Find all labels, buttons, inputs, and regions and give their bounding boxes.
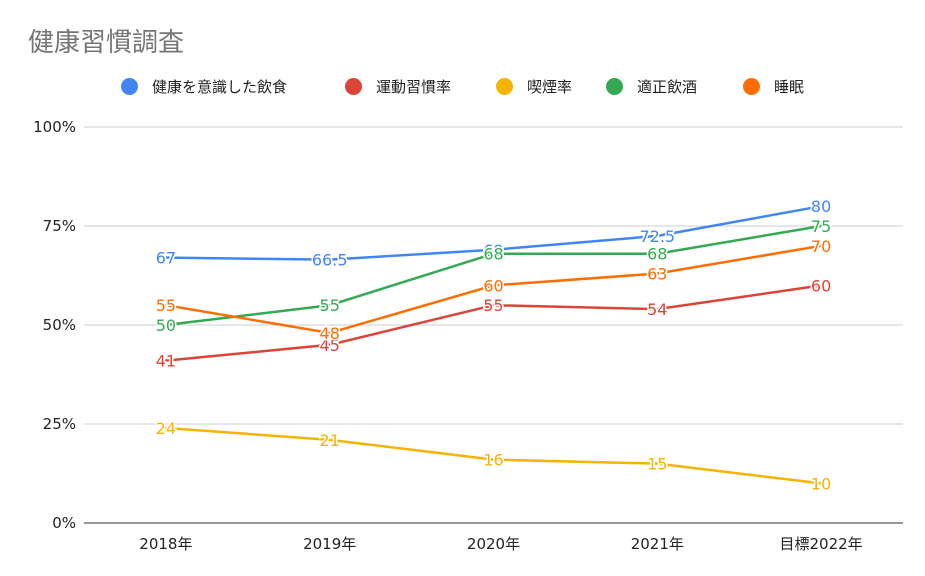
legend-marker-icon [121,78,138,95]
legend-item: 睡眠 [743,76,804,97]
legend-item: 健康を意識した飲食 [121,76,287,97]
legend-label: 運動習慣率 [376,78,452,96]
legend-item: 適正飲酒 [606,76,697,97]
y-tick-label: 50% [43,316,76,334]
x-tick-label: 目標2022年 [780,535,863,553]
series-line [164,244,823,335]
legend-marker-icon [606,78,623,95]
data-label: 68 [483,245,503,264]
x-tick-label: 2020年 [467,535,520,553]
series-line [164,284,823,362]
legend-label: 睡眠 [774,78,805,96]
legend-label: 喫煙率 [527,78,573,96]
y-tick-label: 100% [33,118,76,136]
y-tick-label: 75% [43,217,76,235]
data-label: 55 [483,296,503,315]
data-label: 72.5 [639,227,675,246]
data-label: 55 [320,296,340,315]
data-label: 41 [156,352,176,371]
data-label: 60 [811,276,831,295]
legend-item: 喫煙率 [496,76,572,97]
series-line [164,426,823,485]
series-line [164,224,823,327]
x-tick-label: 2019年 [303,535,356,553]
legend-item: 運動習慣率 [345,76,451,97]
y-tick-label: 0% [52,514,76,532]
legend-label: 健康を意識した飲食 [152,78,288,96]
series-line [164,204,823,261]
x-tick-label: 2018年 [139,535,192,553]
x-tick-label: 2021年 [631,535,684,553]
data-label: 63 [647,265,667,284]
data-label: 24 [156,419,176,438]
y-tick-label: 25% [43,415,76,433]
legend-label: 適正飲酒 [637,78,698,96]
data-label: 10 [811,474,831,493]
data-label: 60 [483,276,503,295]
legend-marker-icon [743,78,760,95]
data-label: 80 [811,197,831,216]
data-label: 54 [647,300,667,319]
data-label: 75 [811,217,831,236]
data-label: 21 [320,431,340,450]
data-label: 45 [320,336,340,355]
data-label: 55 [156,296,176,315]
legend-marker-icon [345,78,362,95]
data-label: 70 [811,237,831,256]
data-label: 67 [156,249,176,268]
data-label: 50 [156,316,176,335]
data-label: 15 [647,455,667,474]
data-label: 66.5 [312,251,348,270]
legend-marker-icon [496,78,513,95]
legend: 健康を意識した飲食 運動習慣率 喫煙率 適正飲酒 睡眠 [0,76,925,102]
data-label: 69 [483,241,503,260]
data-label: 16 [483,451,503,470]
data-label: 48 [320,324,340,343]
data-label: 68 [647,245,667,264]
chart-title: 健康習慣調査 [28,28,185,58]
